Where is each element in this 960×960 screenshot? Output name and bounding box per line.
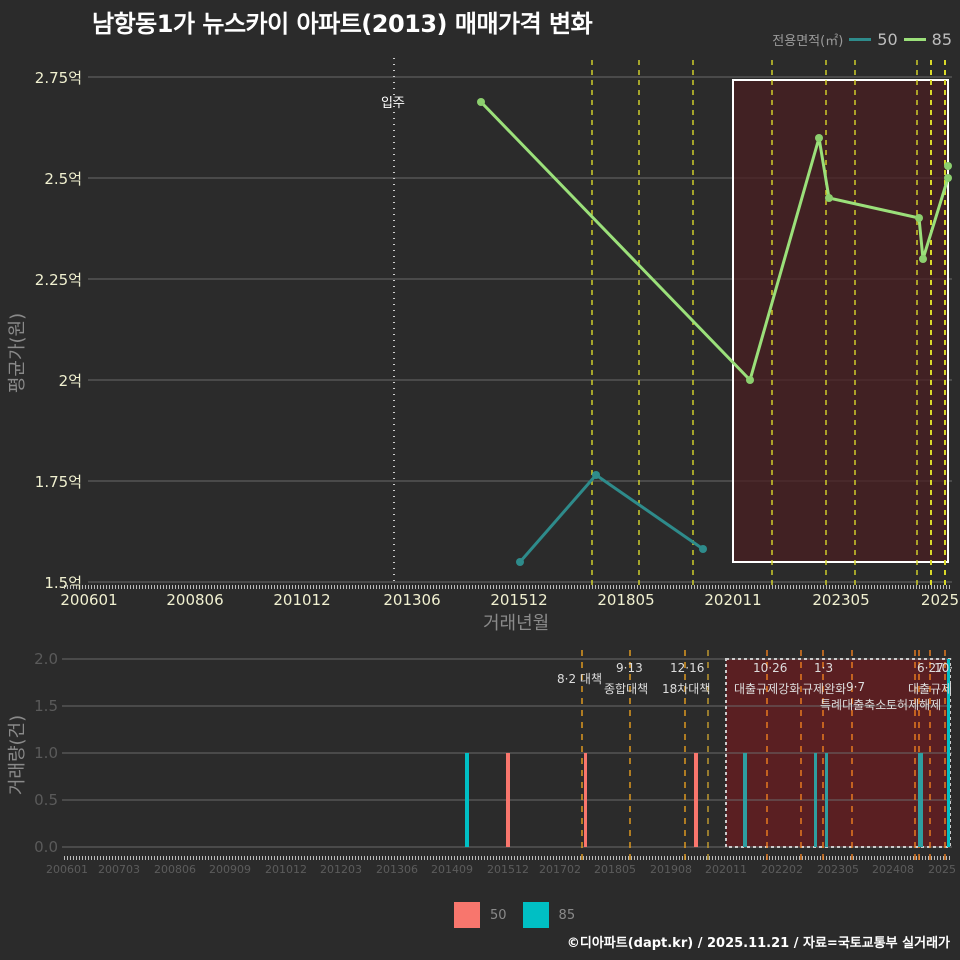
legend-label: 전용면적(㎡): [772, 34, 844, 49]
y-tick: 1.5억: [44, 574, 82, 592]
policy-date: 9·13: [616, 661, 643, 675]
legend-item-85: 85: [931, 30, 952, 49]
x2-tick: 201702: [539, 863, 581, 876]
x-tick: 201512: [490, 591, 548, 609]
legend-item-85: 85: [558, 907, 576, 923]
x2-tick: 201409: [431, 863, 473, 876]
x-axis-title: 거래년월: [483, 613, 550, 634]
policy-label: 대출규제강화: [734, 682, 801, 696]
y-tick: 1.75억: [34, 473, 82, 491]
legend-item-50: 50: [877, 30, 898, 49]
x2-tick: 202202: [761, 863, 803, 876]
legend-swatch-50: [454, 902, 480, 928]
legend-swatch-85: [522, 902, 549, 928]
policy-label: 특례대출축소: [820, 698, 887, 712]
move-in-label: 입주: [381, 96, 405, 111]
chart-title: 남항동1가 뉴스카이 아파트(2013) 매매가격 변화: [92, 10, 593, 38]
x-tick: 201306: [383, 591, 441, 609]
x2-tick: 201306: [376, 863, 418, 876]
policy-label: 대출규제: [908, 682, 953, 696]
policy-date: 9·7: [846, 680, 866, 694]
x2-tick: 2025: [928, 863, 956, 876]
series-85-points: [477, 98, 952, 384]
x2-tick: 200806: [154, 863, 196, 876]
policy-date: 1·3: [814, 661, 834, 675]
x-tick: 202305: [812, 591, 870, 609]
x2-tick: 202408: [872, 863, 914, 876]
y2-tick: 2.0: [34, 650, 58, 668]
x2-tick: 201203: [320, 863, 362, 876]
footer-credit: ©디아파트(dapt.kr) / 2025.11.21 / 자료=국토교통부 실…: [566, 936, 950, 951]
policy-date: 6·27: [917, 661, 944, 675]
policy-date: 10·: [934, 661, 954, 675]
x-tick: 201805: [597, 591, 655, 609]
policy-label: 토허제해제: [886, 698, 942, 712]
y-tick: 2.5억: [44, 170, 82, 188]
y-axis-title: 평균가(원): [7, 312, 28, 394]
legend-item-50: 50: [490, 907, 507, 923]
x2-tick: 200601: [46, 863, 88, 876]
series-50-points: [516, 471, 707, 566]
x2-tick: 202305: [817, 863, 859, 876]
legend-swatch-50: [849, 38, 872, 41]
highlight-region: [732, 79, 949, 563]
y-tick: 2.75억: [34, 69, 82, 87]
x-tick: 202011: [704, 591, 762, 609]
x2-tick: 202011: [705, 863, 747, 876]
x-tick: 200601: [60, 591, 118, 609]
x2-tick: 200703: [98, 863, 140, 876]
policy-date: 12·16: [670, 661, 705, 675]
policy-lines-top: [591, 60, 946, 590]
y-tick: 2.25억: [34, 271, 82, 289]
x2-tick: 201805: [594, 863, 636, 876]
x-tick: 201012: [273, 591, 331, 609]
policy-label: 종합대책: [604, 682, 649, 696]
policy-label: 18차대책: [662, 682, 711, 696]
y2-axis-title: 거래량(건): [7, 714, 28, 796]
x2-tick: 201908: [650, 863, 692, 876]
policy-label: 8·2 대책: [557, 672, 602, 686]
legend-area: 전용면적(㎡) 50 85: [772, 30, 952, 49]
x2-tick: 201012: [265, 863, 307, 876]
x-tick: 200806: [166, 591, 224, 609]
x2-tick: 201512: [487, 863, 529, 876]
x-tick: 2025: [920, 591, 960, 609]
y2-tick: 0.0: [34, 838, 58, 856]
legend-swatch-85: [903, 38, 926, 41]
y2-tick: 0.5: [34, 791, 58, 809]
y-tick: 2억: [58, 372, 82, 390]
series-50-line: [518, 473, 704, 563]
policy-date: 10·26: [753, 661, 788, 675]
policy-label: 규제완화: [802, 682, 847, 696]
volume-bars: [465, 659, 950, 847]
y2-tick: 1.0: [34, 744, 58, 762]
y2-tick: 1.5: [34, 697, 58, 715]
x2-tick: 200909: [209, 863, 251, 876]
bar-legend: 50 85: [454, 902, 575, 928]
